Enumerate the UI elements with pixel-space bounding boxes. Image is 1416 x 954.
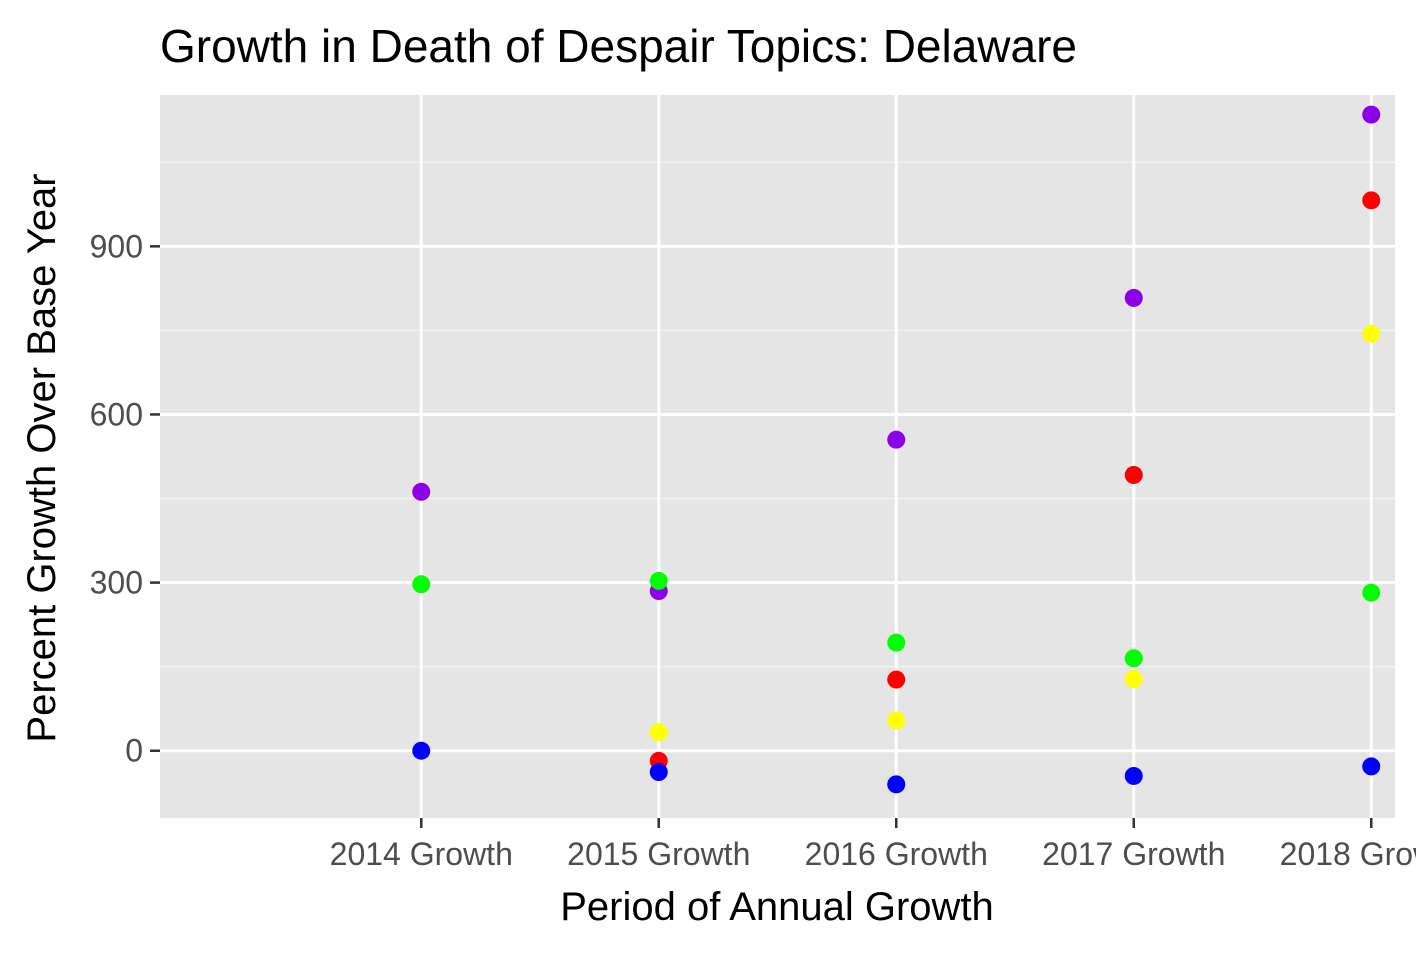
y-tick-label: 900 [90,228,143,264]
data-point [649,763,668,782]
data-point [887,430,906,449]
data-point [649,571,668,590]
y-axis: 0 300 600 900 [90,228,160,769]
minor-gridlines [160,161,1395,668]
x-tick-label: 2014 Growth [330,836,513,872]
data-points [412,105,1381,794]
data-point [887,775,906,794]
data-point [1362,105,1381,124]
data-point [887,711,906,730]
data-point [1362,324,1381,343]
x-axis-title: Period of Annual Growth [560,885,994,929]
x-tick-label: 2015 Growth [567,836,750,872]
data-point [1362,583,1381,602]
data-point [412,741,431,760]
data-point [1124,649,1143,668]
y-tick-label: 0 [125,733,143,769]
data-point [649,723,668,742]
y-axis-title: Percent Growth Over Base Year [20,173,64,742]
x-tick-label: 2016 Growth [805,836,988,872]
y-tick-label: 300 [90,565,143,601]
x-tick-label: 2017 Growth [1042,836,1225,872]
data-point [1124,766,1143,785]
plot-panel [160,95,1395,818]
major-gridlines [160,95,1395,818]
data-point [1124,670,1143,689]
data-point [412,482,431,501]
x-tick-label: 2018 Growth [1280,836,1416,872]
data-point [1124,288,1143,307]
data-point [1124,465,1143,484]
data-point [1362,757,1381,776]
x-axis: 2014 Growth 2015 Growth 2016 Growth 2017 Gr… [330,818,1416,872]
y-tick-label: 600 [90,396,143,432]
data-point [887,633,906,652]
chart-title: Growth in Death of Despair Topics: Delaw… [160,20,1077,72]
data-point [412,575,431,594]
data-point [887,670,906,689]
data-point [1362,191,1381,210]
